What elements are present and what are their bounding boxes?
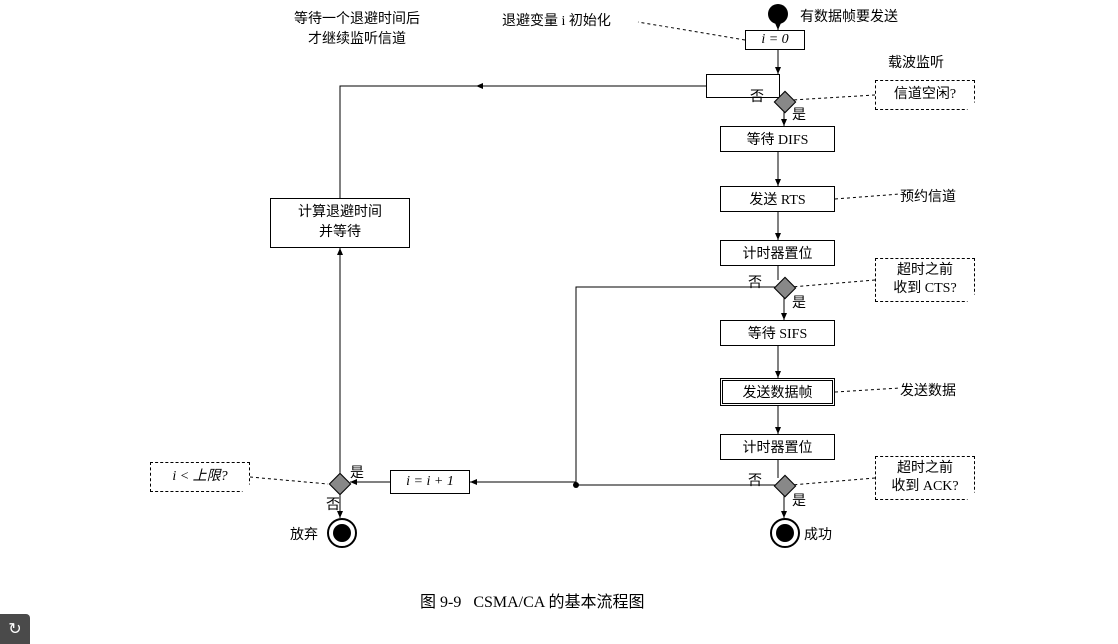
abandon-label: 放弃 — [290, 524, 318, 544]
compute-backoff-text: 计算退避时间 并等待 — [298, 203, 382, 242]
increment-text: i = i + 1 — [406, 474, 454, 490]
note-upper-text: i < 上限? — [172, 468, 227, 486]
decision1-yes: 是 — [792, 104, 806, 124]
success-node — [770, 518, 800, 548]
box-compute-backoff: 计算退避时间 并等待 — [270, 198, 410, 248]
decision2-no: 否 — [748, 272, 762, 292]
wait-loop-annotation: 等待一个退避时间后 才继续监听信道 — [294, 8, 420, 48]
note-cts: 超时之前 收到 CTS? — [875, 258, 975, 302]
note-cts-text: 超时之前 收到 CTS? — [893, 262, 956, 298]
decision2-yes: 是 — [792, 292, 806, 312]
box-send-rts: 发送 RTS — [720, 186, 835, 212]
note-ack: 超时之前 收到 ACK? — [875, 456, 975, 500]
abandon-node — [327, 518, 357, 548]
box-increment: i = i + 1 — [390, 470, 470, 494]
note-channel-idle-text: 信道空闲? — [894, 86, 956, 104]
box-timer2: 计时器置位 — [720, 434, 835, 460]
decision1-no: 否 — [750, 86, 764, 106]
figure-caption: 图 9-9 CSMA/CA 的基本流程图 — [420, 588, 644, 612]
note-ack-text: 超时之前 收到 ACK? — [891, 460, 958, 496]
note-channel-idle: 信道空闲? — [875, 80, 975, 110]
decision-upperlimit — [329, 473, 352, 496]
reserve-channel-label: 预约信道 — [900, 186, 956, 206]
init-annotation: 退避变量 i 初始化 — [502, 10, 611, 30]
wait-sifs-text: 等待 SIFS — [748, 323, 808, 343]
box-wait-sifs: 等待 SIFS — [720, 320, 835, 346]
carrier-listen-label: 载波监听 — [888, 52, 944, 72]
wait-empty-box — [706, 74, 780, 98]
decision4-yes: 是 — [350, 462, 364, 482]
init-box: i = 0 — [745, 30, 805, 50]
decision3-yes: 是 — [792, 490, 806, 510]
init-box-text: i = 0 — [761, 32, 788, 48]
box-wait-difs: 等待 DIFS — [720, 126, 835, 152]
start-label: 有数据帧要发送 — [800, 6, 898, 26]
flowchart-canvas: 有数据帧要发送 退避变量 i 初始化 等待一个退避时间后 才继续监听信道 i =… — [0, 0, 1118, 644]
start-node — [768, 4, 788, 24]
success-label: 成功 — [804, 524, 832, 544]
send-rts-text: 发送 RTS — [749, 189, 805, 209]
wait-difs-text: 等待 DIFS — [747, 129, 809, 149]
timer1-text: 计时器置位 — [743, 243, 813, 263]
note-upper: i < 上限? — [150, 462, 250, 492]
refresh-button[interactable]: ↻ — [0, 614, 30, 644]
send-frame-text: 发送数据帧 — [743, 382, 813, 402]
decision3-no: 否 — [748, 470, 762, 490]
box-timer1: 计时器置位 — [720, 240, 835, 266]
decision4-no: 否 — [326, 494, 340, 514]
box-send-frame: 发送数据帧 — [720, 378, 835, 406]
refresh-icon: ↻ — [8, 619, 21, 639]
send-data-annot: 发送数据 — [900, 380, 956, 400]
timer2-text: 计时器置位 — [743, 437, 813, 457]
